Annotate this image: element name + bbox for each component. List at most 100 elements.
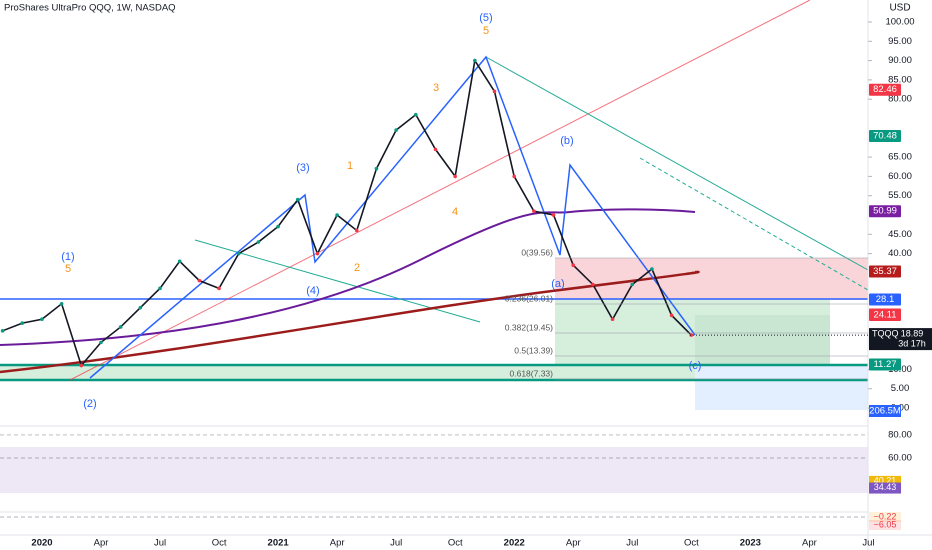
x-tick-label: Oct — [448, 538, 463, 549]
y-tick-label: 90.00 — [888, 55, 912, 66]
fib-label: 0.382(19.45) — [505, 322, 553, 332]
price-point — [532, 209, 536, 213]
price-point — [630, 282, 635, 287]
price-tag-bg — [869, 308, 901, 321]
y-tick-label: 60.00 — [888, 171, 912, 182]
x-tick-label: Oct — [212, 538, 227, 549]
price-point — [79, 363, 84, 368]
price-tag: 35.37 — [873, 266, 897, 277]
rsi-band — [0, 447, 868, 493]
currency: USD — [889, 3, 910, 14]
x-tick-label: Jul — [154, 538, 166, 549]
wave-label: 4 — [452, 206, 458, 218]
wave-label: (2) — [83, 398, 96, 410]
price-tag-bg — [869, 83, 901, 96]
price-tag: 11.27 — [873, 359, 896, 370]
moving-average — [0, 270, 700, 374]
price-tag: 70.48 — [873, 130, 897, 141]
elliott-wave — [89, 55, 696, 379]
fib-label: 0(39.56) — [521, 247, 553, 257]
price-point — [40, 317, 44, 322]
x-tick-label: Jul — [626, 538, 638, 549]
moving-average — [0, 208, 696, 346]
price-tag-bg — [869, 205, 901, 218]
chart-title: ProShares UltraPro QQQ, 1W, NASDAQ — [4, 3, 176, 14]
y-tick-label: 5.00 — [891, 383, 910, 394]
x-tick-label: Apr — [566, 538, 581, 549]
y-tick-label: 85.00 — [888, 74, 912, 85]
price-tag: 82.46 — [873, 84, 897, 95]
wave-label: (c) — [689, 360, 702, 372]
rsi-tag: 40.21 — [874, 475, 897, 485]
price-point — [315, 251, 320, 256]
price-tag-bg — [869, 358, 901, 371]
wave-label: 3 — [433, 82, 439, 94]
price-point — [374, 166, 379, 171]
price-point — [197, 278, 202, 283]
y-tick-label: 80.00 — [888, 94, 912, 105]
last-price-bg — [869, 328, 932, 351]
price-tag-bg — [869, 129, 901, 142]
last-price-symbol: TQQQ — [872, 328, 899, 338]
price-point — [217, 286, 221, 291]
y-tick-label: 100.00 — [885, 17, 914, 28]
price-point — [20, 321, 25, 325]
price-tag: 24.11 — [873, 309, 896, 320]
price-point — [610, 317, 615, 322]
x-tick-label: 2022 — [504, 538, 525, 549]
price-point — [394, 128, 398, 132]
volume-tag: 206.5M — [869, 406, 901, 417]
wave-label: 5 — [483, 25, 489, 37]
price-point — [512, 174, 516, 179]
x-tick-label: Jul — [390, 538, 402, 549]
price-point — [138, 305, 143, 310]
price-tag: 50.99 — [873, 206, 897, 217]
price-point — [591, 282, 595, 287]
price-point — [650, 267, 654, 271]
x-tick-label: Apr — [94, 538, 109, 549]
price-point — [551, 213, 556, 217]
price-point — [276, 224, 280, 229]
trend-line — [485, 56, 869, 271]
price-point — [433, 147, 438, 152]
risk-zone — [555, 258, 868, 300]
price-point — [414, 112, 418, 117]
x-tick-label: 2020 — [31, 538, 52, 549]
x-tick-label: Apr — [330, 538, 345, 549]
rsi-tag-bg — [869, 482, 901, 494]
price-point — [158, 286, 162, 291]
price-tag-bg — [869, 265, 901, 278]
x-tick-label: Apr — [802, 538, 817, 549]
x-tick-label: 2023 — [740, 538, 761, 549]
x-tick-label: 2021 — [268, 538, 290, 549]
volume-tag-bg — [869, 405, 901, 417]
price-point — [118, 325, 123, 329]
support-zone — [0, 364, 695, 380]
x-tick-label: Oct — [684, 538, 699, 549]
price-point — [256, 240, 261, 244]
price-point — [571, 263, 576, 267]
price-tag: 28.1 — [876, 294, 895, 305]
trend-line — [69, 0, 811, 381]
price-tag-bg — [869, 293, 901, 306]
fib-label: 0.618(7.33) — [510, 368, 554, 378]
price-point — [453, 174, 457, 179]
price-point — [335, 213, 339, 217]
wave-label: 1 — [347, 160, 353, 172]
price-point — [492, 89, 497, 94]
wave-label: (b) — [560, 135, 573, 147]
wave-label: (a) — [551, 278, 564, 290]
price-point — [295, 197, 300, 202]
y-tick-label: 65.00 — [888, 152, 912, 163]
price-point — [669, 313, 674, 318]
countdown: 3d 17h — [898, 338, 926, 348]
y-tick-label: 95.00 — [888, 36, 912, 47]
fib-label: 0.236(26.01) — [505, 293, 553, 303]
price-point — [473, 58, 477, 63]
price-point — [177, 259, 182, 264]
rsi-tick-label: 60.00 — [888, 453, 912, 464]
wave-label: (5) — [479, 12, 492, 24]
wave-label: 2 — [354, 262, 360, 274]
price-line — [2, 58, 692, 368]
